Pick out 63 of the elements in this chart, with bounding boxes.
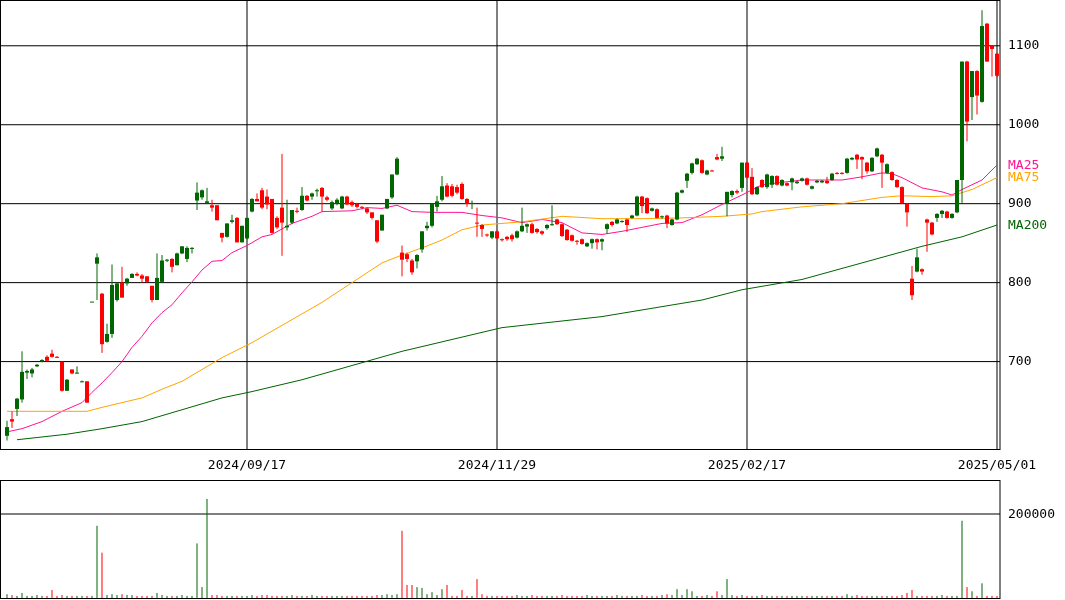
candlestick <box>395 156 399 176</box>
y-tick-label: 800 <box>1008 274 1032 290</box>
y-tick-label: 1000 <box>1008 116 1040 132</box>
candlestick <box>925 218 929 253</box>
candlestick <box>50 349 54 359</box>
candlestick <box>475 207 479 238</box>
candlestick <box>205 187 209 205</box>
candlestick <box>55 355 59 359</box>
candlestick <box>135 271 139 277</box>
series-label: MA200 <box>1008 216 1048 232</box>
series-label: MA75 <box>1008 169 1040 185</box>
candlestick <box>545 223 549 231</box>
x-tick-label: 2025/02/17 <box>707 457 787 472</box>
candlestick <box>295 207 299 214</box>
series-label: MA25 <box>1008 156 1040 172</box>
candlestick <box>480 223 484 238</box>
candlestick <box>420 230 424 254</box>
candlestick <box>605 222 609 235</box>
line-series <box>16 224 998 441</box>
candlestick <box>590 237 594 250</box>
candlestick <box>995 52 999 78</box>
candlestick <box>390 173 394 200</box>
candlestick <box>790 177 794 191</box>
candlestick <box>75 365 79 374</box>
candlestick <box>470 200 474 210</box>
candlestick <box>85 380 89 404</box>
candlestick <box>5 420 9 442</box>
candlestick <box>500 237 504 243</box>
candlestick <box>880 153 884 189</box>
candlestick <box>905 202 909 228</box>
candlestick <box>600 237 604 251</box>
candlestick <box>320 186 324 213</box>
candlestick <box>120 266 124 299</box>
y-tick-label: 200000 <box>1008 505 1055 521</box>
candlestick <box>440 175 444 202</box>
candlestick <box>685 172 689 189</box>
candlestick <box>45 354 49 363</box>
candlestick <box>710 169 714 172</box>
candlestick <box>920 267 924 276</box>
candlestick <box>315 188 319 198</box>
candlestick <box>935 212 939 223</box>
candlestick <box>910 265 914 301</box>
candlestick <box>105 323 109 344</box>
candlestick <box>735 188 739 195</box>
y-tick-label: 900 <box>1008 195 1032 211</box>
candlestick <box>595 237 599 250</box>
candlestick <box>95 252 99 301</box>
x-tick-label: 2024/09/17 <box>207 457 287 472</box>
x-tick-label: 2025/05/01 <box>957 457 1037 472</box>
candlestick <box>300 186 304 212</box>
candlestick <box>15 397 19 417</box>
candlestick <box>625 218 629 233</box>
candlestick <box>550 204 554 227</box>
candlestick <box>375 219 379 244</box>
candlestick <box>230 214 234 224</box>
candlestick <box>10 410 14 429</box>
candlestick <box>415 253 419 269</box>
x-tick-label: 2024/11/29 <box>457 457 537 472</box>
y-tick-label: 700 <box>1008 353 1032 369</box>
candlestick <box>610 220 614 228</box>
candlestick <box>940 209 944 219</box>
y-tick-label: 1100 <box>1008 37 1040 53</box>
candlestick <box>720 146 724 162</box>
